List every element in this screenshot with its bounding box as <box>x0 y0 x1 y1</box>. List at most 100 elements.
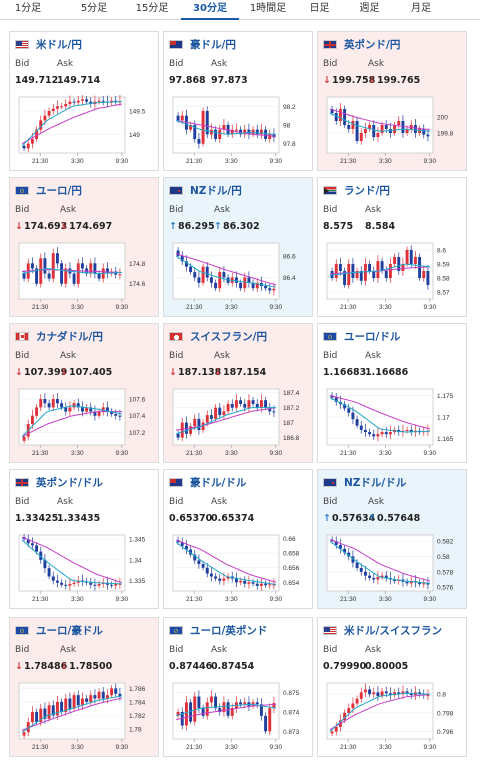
trend-arrow-icon: ↑ <box>368 513 376 524</box>
candle-body <box>180 255 184 262</box>
candle-body <box>397 692 401 695</box>
candle-body <box>368 689 372 695</box>
candle-body <box>243 702 247 705</box>
candle-body <box>193 696 197 722</box>
x-tick-label: 21:30 <box>186 304 203 311</box>
tab-8[interactable]: 月足 <box>411 3 431 14</box>
candlestick-chart[interactable]: 98.2 98 97.8 21:30 3:30 9:30 <box>169 95 311 167</box>
pair-name-link[interactable]: 米ドル/円 <box>36 38 82 51</box>
candle-body <box>264 583 268 586</box>
candle-body <box>363 571 367 576</box>
candle-body <box>76 100 80 103</box>
tab-5[interactable]: 1時間足 <box>249 3 287 14</box>
candle-body <box>64 104 68 107</box>
candlestick-chart[interactable]: 174.8 174.6 21:30 3:30 9:30 <box>15 241 157 313</box>
tab-1[interactable]: 1分足 <box>14 3 42 14</box>
pair-name-link[interactable]: ランド/円 <box>344 184 390 197</box>
candle-body <box>85 698 89 702</box>
ma-fast-line <box>329 263 431 276</box>
pair-card[interactable]: 米ドル/円 Bid Ask 149.712 149.714 149.5 149 21:30 3:… <box>9 31 159 171</box>
ask-number: 1.33435 <box>57 513 101 524</box>
candlestick-chart[interactable]: 1.786 1.784 1.782 1.78 21:30 3:30 9:30 <box>15 681 157 753</box>
y-tick-label: 200 <box>437 115 448 122</box>
candle-body <box>355 121 359 141</box>
pair-name-link[interactable]: NZドル/ドル <box>344 476 407 489</box>
pair-card[interactable]: NZドル/ドル Bid Ask ↑0.57634 ↑0.57648 0.582 0.58 0.… <box>317 469 467 609</box>
x-tick-label: 21:30 <box>340 158 357 165</box>
candle-body <box>347 125 351 129</box>
candlestick-chart[interactable]: 200 199.8 21:30 3:30 9:30 <box>323 95 465 167</box>
candlestick-chart[interactable]: 0.66 0.658 0.656 0.654 21:30 3:30 9:30 <box>169 533 311 605</box>
pair-card[interactable]: 英ポンド/円 Bid Ask ↓199.758 ↓199.765 200 199.8 21:3… <box>317 31 467 171</box>
pair-name-link[interactable]: NZドル/円 <box>190 184 242 197</box>
pair-name-link[interactable]: 英ポンド/円 <box>344 38 401 51</box>
pair-card[interactable]: 豪ドル/ドル Bid Ask 0.65370 0.65374 0.66 0.658 0.656… <box>163 469 313 609</box>
candlestick-chart[interactable]: 8.6 8.59 8.58 8.57 21:30 3:30 9:30 <box>323 241 465 313</box>
pair-name-link[interactable]: 米ドル/スイスフラン <box>344 624 443 637</box>
candle-body <box>347 264 351 285</box>
tab-3[interactable]: 15分足 <box>135 3 169 14</box>
candle-body <box>218 129 222 139</box>
candle-body <box>214 129 218 139</box>
candle-body <box>272 288 276 291</box>
candlestick-chart[interactable]: 0.582 0.58 0.578 0.576 21:30 3:30 9:30 <box>323 533 465 605</box>
ma-fast-line <box>175 703 277 717</box>
tab-4[interactable]: 30分足 <box>181 0 239 20</box>
candle-body <box>247 400 251 408</box>
pair-name-link[interactable]: スイスフラン/円 <box>190 330 268 343</box>
bid-value: 0.79990 <box>323 661 366 672</box>
pair-name-link[interactable]: ユーロ/円 <box>36 184 82 197</box>
candle-body <box>255 702 259 705</box>
pair-card[interactable]: 英ポンド/ドル Bid Ask 1.33425 1.33435 1.345 1.34 1.33… <box>9 469 159 609</box>
pair-card[interactable]: カナダドル/円 Bid Ask ↓107.399 ↓107.405 107.6 107.4 1… <box>9 323 159 463</box>
candlestick-chart[interactable]: 149.5 149 21:30 3:30 9:30 <box>15 95 157 167</box>
tab-2[interactable]: 5分足 <box>80 3 108 14</box>
pair-card[interactable]: ユーロ/豪ドル Bid Ask ↓1.78486 ↓1.78500 1.786 1.784 1… <box>9 617 159 757</box>
pair-card[interactable]: 豪ドル/円 Bid Ask 97.868 97.873 98.2 98 97.8 21:30 3:… <box>163 31 313 171</box>
y-tick-label: 107.6 <box>129 397 146 404</box>
pair-card[interactable]: ユーロ/円 Bid Ask ↓174.693 ↓174.697 174.8 174.6 21:… <box>9 177 159 317</box>
tab-6[interactable]: 日足 <box>309 3 330 14</box>
bid-label: Bid <box>169 205 184 215</box>
candle-body <box>413 125 417 133</box>
pair-name-link[interactable]: 英ポンド/ドル <box>36 476 103 489</box>
pair-name-link[interactable]: 豪ドル/円 <box>190 38 236 51</box>
candle-body <box>39 399 43 408</box>
pair-card[interactable]: 米ドル/スイスフラン Bid Ask 0.79990 0.80005 0.8 0.798 0.… <box>317 617 467 757</box>
candle-body <box>205 567 209 574</box>
x-tick-label: 21:30 <box>186 596 203 603</box>
pair-header: ユーロ/英ポンド <box>169 623 267 637</box>
candlestick-chart[interactable]: 1.175 1.17 1.165 21:30 3:30 9:30 <box>323 387 465 459</box>
pair-name-link[interactable]: ユーロ/英ポンド <box>190 624 268 637</box>
flag-icon <box>169 185 183 195</box>
pair-card[interactable]: NZドル/円 Bid Ask ↑86.295 ↑86.302 86.6 86.4 21:30 3… <box>163 177 313 317</box>
bid-number: 1.33425 <box>15 513 59 524</box>
pair-card[interactable]: ランド/円 Bid Ask 8.575 8.584 8.6 8.59 8.58 8.57 21:3… <box>317 177 467 317</box>
ma-fast-line <box>21 539 123 585</box>
tab-7[interactable]: 週足 <box>359 3 380 14</box>
pair-name-link[interactable]: カナダドル/円 <box>36 330 103 343</box>
candlestick-chart[interactable]: 0.875 0.874 0.873 21:30 3:30 9:30 <box>169 681 311 753</box>
pair-name-link[interactable]: ユーロ/ドル <box>344 330 401 343</box>
pair-card[interactable]: スイスフラン/円 Bid Ask ↓187.138 ↓187.154 187.4 187.2… <box>163 323 313 463</box>
ask-number: 174.697 <box>68 221 113 232</box>
pair-name-link[interactable]: ユーロ/豪ドル <box>36 624 103 637</box>
candle-body <box>268 288 272 291</box>
x-tick-label: 3:30 <box>71 304 84 311</box>
pair-card[interactable]: ユーロ/英ポンド Bid Ask 0.87446 0.87454 0.875 0.874 0.… <box>163 617 313 757</box>
pair-card[interactable]: ユーロ/ドル Bid Ask 1.16683 1.16686 1.175 1.17 1.165… <box>317 323 467 463</box>
timeframe-tabs: 1分足 5分足 15分足 30分足 1時間足 日足 週足 月足 <box>0 0 480 20</box>
y-tick-label: 0.8 <box>437 692 446 699</box>
pair-header: ユーロ/円 <box>15 183 82 197</box>
candlestick-chart[interactable]: 1.345 1.34 1.335 21:30 3:30 9:30 <box>15 533 157 605</box>
candlestick-chart[interactable]: 0.8 0.798 0.796 21:30 3:30 9:30 <box>323 681 465 753</box>
candle-body <box>47 273 51 279</box>
candle-body <box>93 584 97 586</box>
candle-body <box>43 708 47 719</box>
pair-name-link[interactable]: 豪ドル/ドル <box>190 476 247 489</box>
candlestick-chart[interactable]: 107.6 107.4 107.2 21:30 3:30 9:30 <box>15 387 157 459</box>
candle-body <box>222 272 226 278</box>
candle-body <box>97 583 101 586</box>
candlestick-chart[interactable]: 187.4 187.2 187 186.8 21:30 3:30 9:30 <box>169 387 311 459</box>
candlestick-chart[interactable]: 86.6 86.4 21:30 3:30 9:30 <box>169 241 311 313</box>
